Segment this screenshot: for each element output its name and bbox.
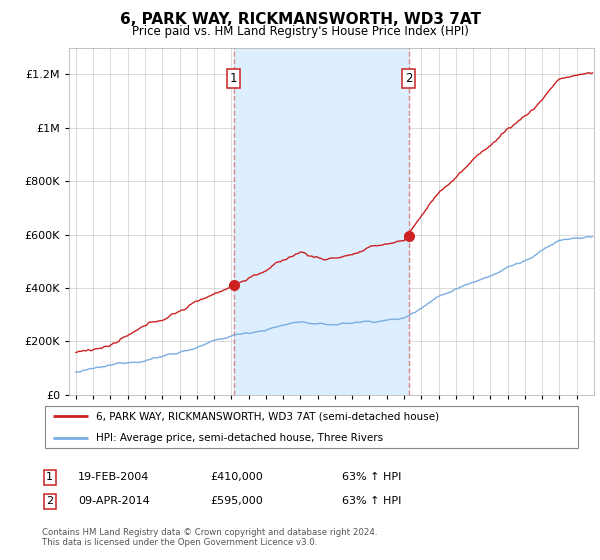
Bar [233,48,409,395]
Text: £595,000: £595,000 [210,496,263,506]
Text: Price paid vs. HM Land Registry's House Price Index (HPI): Price paid vs. HM Land Registry's House … [131,25,469,38]
Text: 19-FEB-2004: 19-FEB-2004 [78,472,149,482]
Text: £410,000: £410,000 [210,472,263,482]
Text: 6, PARK WAY, RICKMANSWORTH, WD3 7AT (semi-detached house): 6, PARK WAY, RICKMANSWORTH, WD3 7AT (sem… [96,411,439,421]
Text: 63% ↑ HPI: 63% ↑ HPI [342,496,401,506]
Text: 1: 1 [46,472,53,482]
Text: 63% ↑ HPI: 63% ↑ HPI [342,472,401,482]
Text: Contains HM Land Registry data © Crown copyright and database right 2024.
This d: Contains HM Land Registry data © Crown c… [42,528,377,547]
Text: 2: 2 [405,72,412,85]
Text: 2: 2 [46,496,53,506]
Text: HPI: Average price, semi-detached house, Three Rivers: HPI: Average price, semi-detached house,… [96,433,383,443]
Text: 09-APR-2014: 09-APR-2014 [78,496,150,506]
FancyBboxPatch shape [45,405,578,449]
Text: 6, PARK WAY, RICKMANSWORTH, WD3 7AT: 6, PARK WAY, RICKMANSWORTH, WD3 7AT [119,12,481,27]
Text: 1: 1 [230,72,238,85]
